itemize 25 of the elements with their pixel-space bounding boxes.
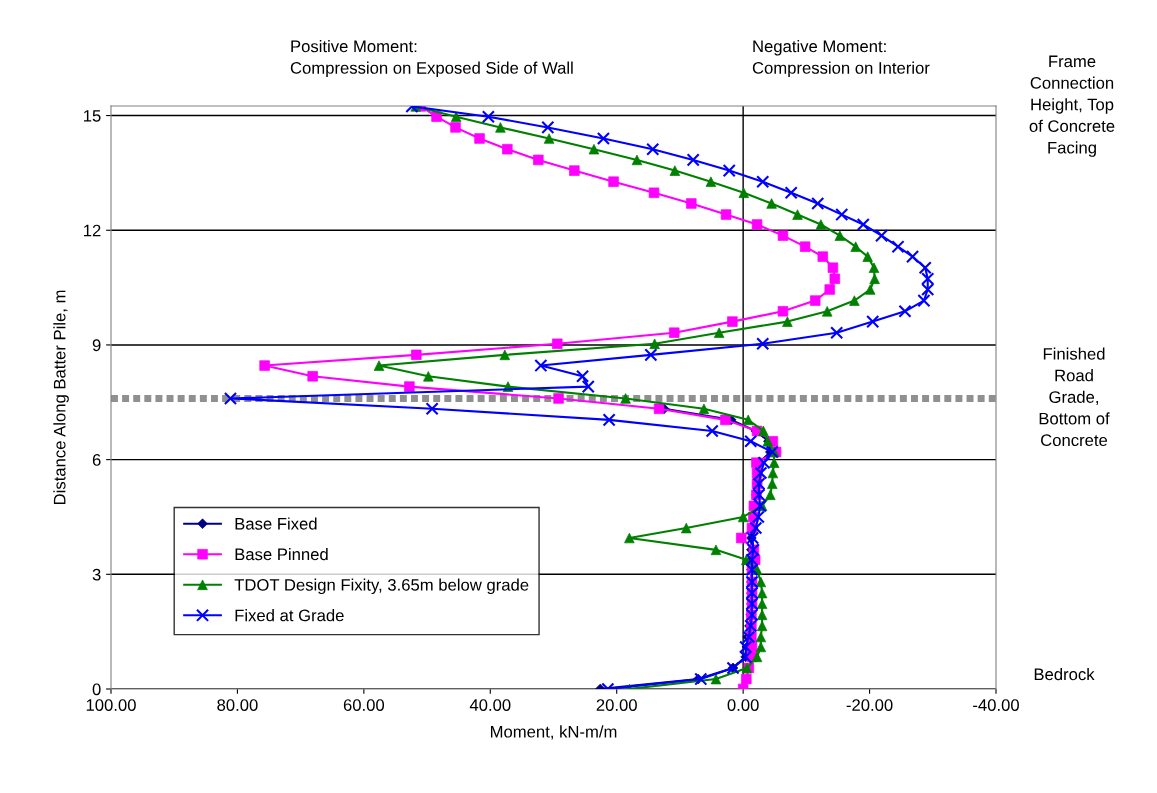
y-axis-title: Distance Along Batter Pile, m (53, 290, 69, 505)
text: Positive Moment: Compression on Exposed Side of Wall (290, 40, 573, 78)
text: Frame Connection Height, Top of Concrete Facing (1029, 55, 1115, 157)
x-axis-title: Moment, kN-m/m (490, 725, 617, 740)
y-tick-label: 15 (84, 110, 101, 122)
x-tick-label: -40.00 (973, 699, 1019, 711)
legend-label: Base Fixed (235, 517, 317, 530)
x-tick-label: 80.00 (217, 699, 258, 711)
y-tick-label: 12 (84, 224, 101, 237)
y-tick-label: 3 (92, 568, 101, 581)
x-tick-label: 60.00 (343, 699, 385, 711)
x-tick-label: 0.00 (727, 699, 759, 711)
legend-label: Base Pinned (235, 548, 328, 561)
y-tick-label: 9 (92, 339, 101, 352)
x-tick-label: 40.00 (469, 699, 511, 711)
legend-label: Fixed at Grade (235, 609, 344, 622)
x-tick-label: 20.00 (596, 699, 637, 711)
legend-label: TDOT Design Fixity, 3.65m below grade (234, 578, 529, 595)
text: Negative Moment: Compression on Interior (752, 40, 930, 78)
ref-line-label: Finished Road Grade, Bottom of Concrete (1039, 347, 1110, 447)
y-tick-label: 0 (92, 683, 101, 696)
y-tick-label: 6 (92, 454, 101, 466)
text: Bedrock (1034, 668, 1095, 681)
x-tick-label: 100.00 (86, 699, 136, 711)
x-tick-label: -20.00 (846, 699, 893, 711)
